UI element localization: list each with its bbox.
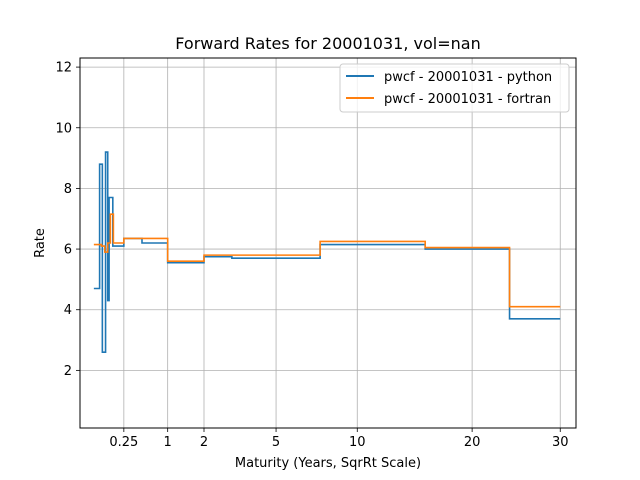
- legend-label-python: pwcf - 20001031 - python: [384, 70, 552, 85]
- x-tick-label: 20: [464, 435, 481, 450]
- legend-box: [339, 63, 570, 113]
- legend-label-fortran: pwcf - 20001031 - fortran: [384, 92, 551, 107]
- legend: pwcf - 20001031 - python pwcf - 20001031…: [339, 63, 570, 113]
- y-tick-label: 8: [64, 182, 72, 197]
- y-tick-label: 6: [64, 243, 72, 258]
- x-tick-label: 10: [349, 435, 366, 450]
- series-lines: [93, 151, 561, 353]
- y-tick-label: 10: [55, 121, 72, 136]
- x-tick-label: 1: [164, 435, 172, 450]
- series-line-1: [93, 213, 561, 308]
- y-tick-label: 2: [64, 364, 72, 379]
- x-axis-label: Maturity (Years, SqrRt Scale): [235, 456, 421, 471]
- x-tick-label: 5: [272, 435, 280, 450]
- x-tick-label: 0.25: [109, 435, 138, 450]
- y-axis-label: Rate: [33, 228, 48, 258]
- plot-frame: [79, 57, 577, 429]
- y-tick-label: 12: [55, 61, 72, 76]
- y-tick-label: 4: [64, 303, 72, 318]
- chart-title: Forward Rates for 20001031, vol=nan: [175, 34, 480, 53]
- x-tick-label: 30: [552, 435, 569, 450]
- x-tick-label: 2: [200, 435, 208, 450]
